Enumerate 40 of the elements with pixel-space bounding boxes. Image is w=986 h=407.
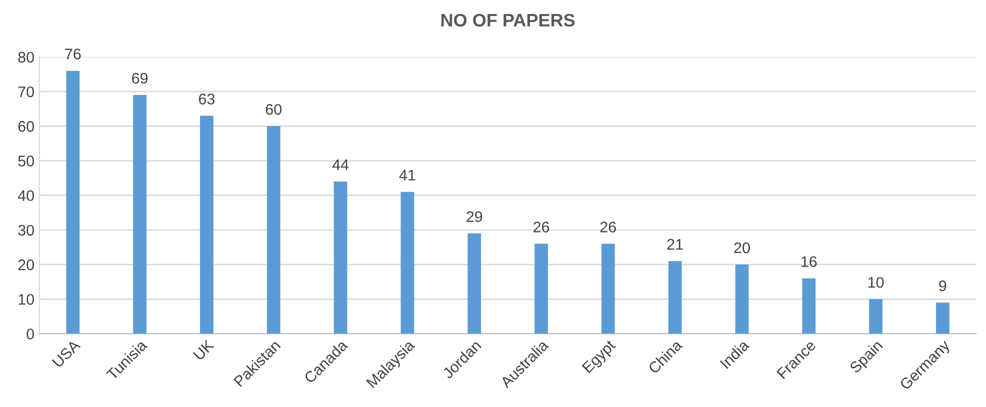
bar (400, 192, 414, 334)
bar (200, 116, 214, 334)
x-tick-label: UK (192, 339, 215, 361)
bar (936, 302, 950, 334)
data-label: 26 (600, 222, 616, 232)
y-tick-label: 60 (18, 121, 34, 132)
data-label: 10 (868, 276, 884, 288)
bar (601, 244, 615, 334)
bar (668, 261, 682, 334)
y-tick-label: 40 (18, 190, 34, 202)
bar (133, 95, 146, 334)
chart-title: NO OF PAPERS (441, 14, 575, 27)
data-label: 69 (132, 72, 148, 84)
data-label: 21 (667, 238, 683, 250)
data-label: 29 (466, 211, 482, 222)
data-label: 26 (534, 222, 550, 232)
data-label: 20 (734, 242, 750, 254)
y-tick-label: 0 (26, 328, 34, 340)
data-label: 41 (399, 170, 416, 180)
data-label: 16 (802, 256, 817, 268)
bar (66, 70, 80, 334)
y-tick-label: 70 (18, 86, 34, 98)
y-tick-label: 50 (18, 156, 34, 166)
y-tick-label: 30 (18, 224, 34, 236)
data-label: 44 (332, 160, 349, 170)
bar (468, 233, 482, 334)
data-label: 9 (939, 280, 946, 292)
bar (802, 278, 816, 334)
bar (735, 264, 749, 334)
x-tick-label: USA (52, 338, 81, 368)
data-label: 63 (198, 94, 215, 104)
bar (334, 182, 348, 334)
data-label: 76 (65, 48, 81, 60)
bar (266, 126, 280, 334)
bar (869, 299, 882, 334)
y-tick-label: 20 (18, 259, 34, 270)
y-tick-label: 10 (18, 294, 34, 305)
data-label: 60 (266, 104, 282, 115)
y-tick-label: 80 (18, 52, 34, 63)
bar (534, 244, 548, 334)
